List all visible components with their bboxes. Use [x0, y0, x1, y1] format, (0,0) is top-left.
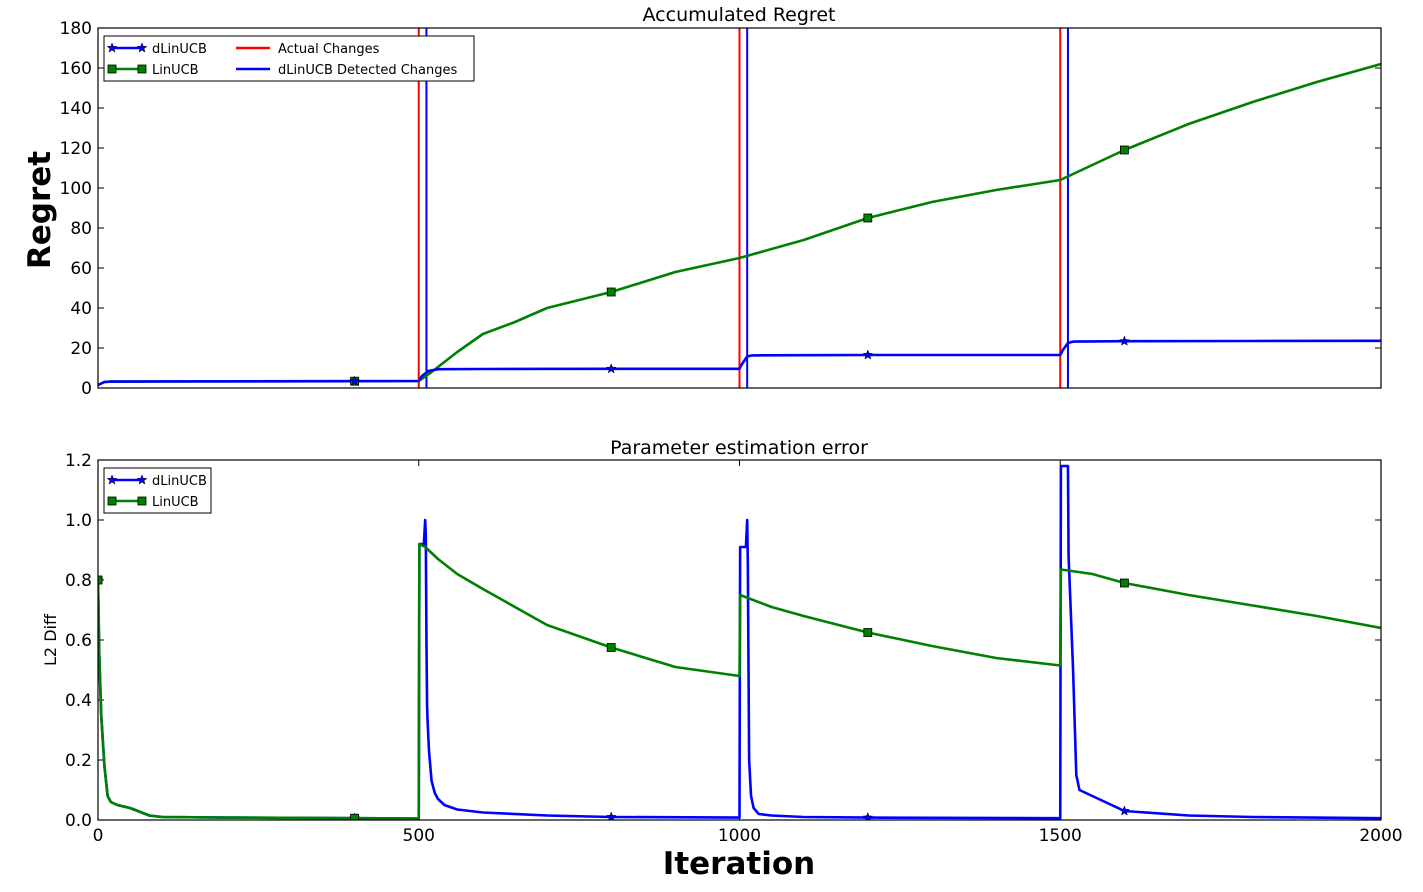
legend-marker [107, 64, 117, 74]
error-y-tick-label: 0.2 [65, 751, 92, 771]
legend-label: Actual Changes [278, 42, 380, 57]
error-x-tick-label: 1000 [718, 826, 761, 846]
legend-label: LinUCB [152, 495, 199, 510]
error-y-axis-label: L2 Diff [41, 613, 60, 666]
error-chart-title: Parameter estimation error [610, 437, 868, 459]
error-x-tick-label: 0 [93, 826, 104, 846]
dlinucb-marker [605, 363, 617, 374]
linucb-marker [350, 813, 360, 820]
regret-legend: dLinUCB LinUCB Actual Changes dLinUCB Detec… [103, 35, 475, 82]
regret-chart-title: Accumulated Regret [643, 4, 836, 26]
regret-panel: Accumulated Regret Regret 0 20 40 60 80 100 12… [22, 4, 1382, 399]
legend-marker [106, 474, 118, 485]
linucb-marker [1120, 145, 1129, 155]
legend-label: dLinUCB [152, 42, 207, 57]
error-y-tick-label: 1.2 [65, 451, 92, 471]
legend-marker [107, 496, 117, 506]
error-y-tick-label: 0.4 [65, 691, 92, 711]
regret-y-tick-label: 80 [70, 219, 92, 239]
linucb-marker [1120, 578, 1129, 588]
error-y-tick-label: 0.8 [65, 571, 92, 591]
regret-y-tick-label: 100 [60, 179, 92, 199]
error-y-tick-label: 0.0 [65, 811, 92, 831]
regret-y-tick-label: 140 [60, 99, 92, 119]
linucb-marker [606, 287, 616, 297]
regret-y-tick-label: 180 [60, 19, 92, 39]
legend-marker [106, 42, 118, 53]
error-series-group [98, 464, 1381, 820]
regret-y-axis-label: Regret [22, 151, 58, 269]
linucb-marker [606, 643, 616, 652]
error-panel: Parameter estimation error L2 Diff Itera… [41, 437, 1403, 882]
legend-marker [136, 42, 148, 53]
legend-label: dLinUCB [152, 474, 207, 489]
dlinucb-marker [349, 375, 361, 386]
dlinucb-marker [1118, 335, 1130, 346]
error-y-tick-label: 0.6 [65, 631, 92, 651]
legend-label: LinUCB [152, 63, 199, 78]
linucb-line [98, 542, 1381, 820]
error-x-tick-label: 2000 [1359, 826, 1402, 846]
regret-series-group [98, 28, 1381, 388]
legend-marker [137, 64, 147, 74]
dlinucb-marker [862, 349, 874, 360]
regret-plot-frame [97, 27, 1382, 389]
error-x-tick-label: 500 [403, 826, 435, 846]
regret-y-tick-label: 0 [81, 379, 92, 399]
regret-y-tick-label: 160 [60, 59, 92, 79]
error-y-tick-label: 1.0 [65, 511, 92, 531]
error-legend-box [103, 467, 212, 514]
linucb-marker [863, 213, 873, 223]
regret-plot-area: 0 20 40 60 80 100 120 140 160 180 dLinUCB LinUCB Act… [60, 19, 1382, 399]
dlinucb-marker [1118, 805, 1130, 816]
regret-y-tick-label: 60 [70, 259, 92, 279]
x-axis-label: Iteration [663, 846, 815, 882]
error-plot-frame [97, 459, 1382, 821]
regret-y-tick-label: 20 [70, 339, 92, 359]
dlinucb-marker [605, 811, 617, 820]
legend-marker [137, 496, 147, 506]
error-x-tick-label: 1500 [1039, 826, 1082, 846]
error-legend: dLinUCB LinUCB [103, 467, 212, 514]
regret-legend-box [103, 35, 475, 82]
legend-label: dLinUCB Detected Changes [278, 63, 457, 78]
legend-marker [136, 474, 148, 485]
linucb-marker [863, 628, 873, 637]
linucb-marker [98, 575, 103, 585]
regret-y-tick-label: 120 [60, 139, 92, 159]
regret-y-tick-label: 40 [70, 299, 92, 319]
error-plot-area: 0.0 0.2 0.4 0.6 0.8 1.0 1.2 0 500 1000 1500 2000 dLi… [65, 451, 1403, 846]
